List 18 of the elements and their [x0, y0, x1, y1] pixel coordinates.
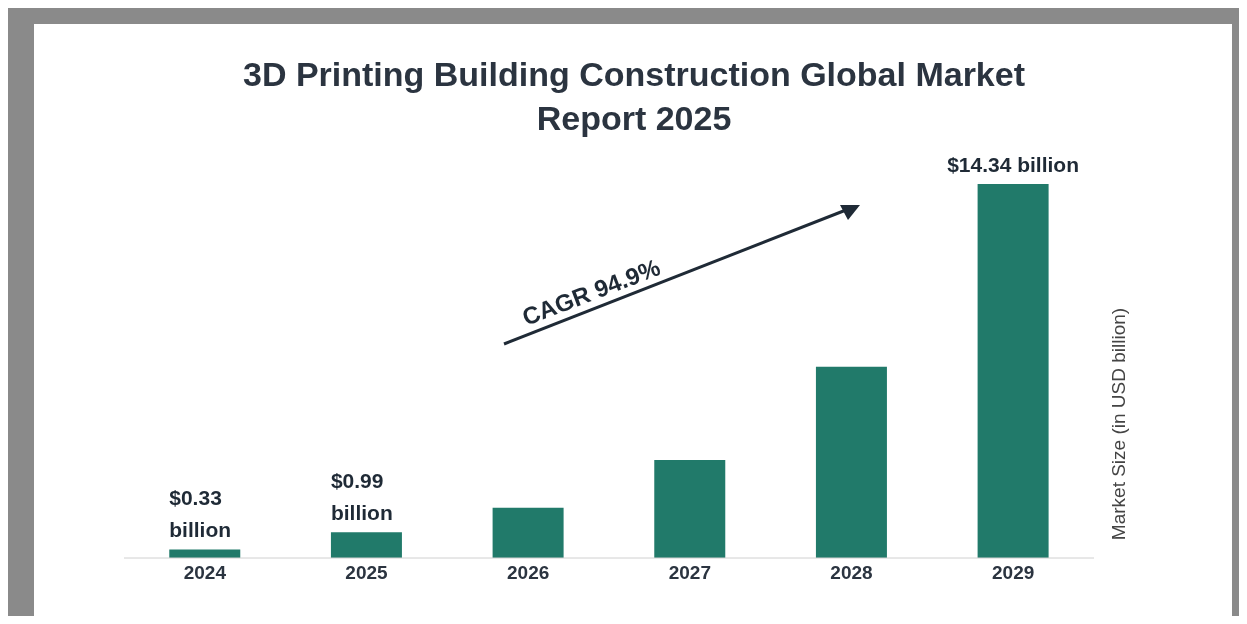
y-axis-title: Market Size (in USD billion): [1108, 307, 1130, 541]
chart-title: 3D Printing Building Construction Global Market Report 2025: [242, 54, 1026, 139]
x-tick-label: 2026: [507, 562, 550, 584]
bar: [654, 459, 726, 558]
x-tick-label: 2024: [183, 562, 227, 584]
data-label: $0.99 billion: [330, 469, 393, 525]
data-label: $14.34 billion: [947, 153, 1080, 176]
annotation: CAGR 94.9%: [518, 253, 664, 331]
bar: [330, 532, 402, 558]
data-label: $0.33 billion: [169, 486, 232, 542]
x-tick-label: 2029: [992, 562, 1035, 584]
x-tick-label: 2027: [668, 562, 711, 584]
bar: [169, 549, 241, 558]
bar: [977, 184, 1049, 558]
bar: [492, 507, 564, 558]
x-tick-label: 2025: [345, 562, 389, 584]
bar: [815, 366, 887, 558]
x-tick-label: 2028: [830, 562, 873, 584]
